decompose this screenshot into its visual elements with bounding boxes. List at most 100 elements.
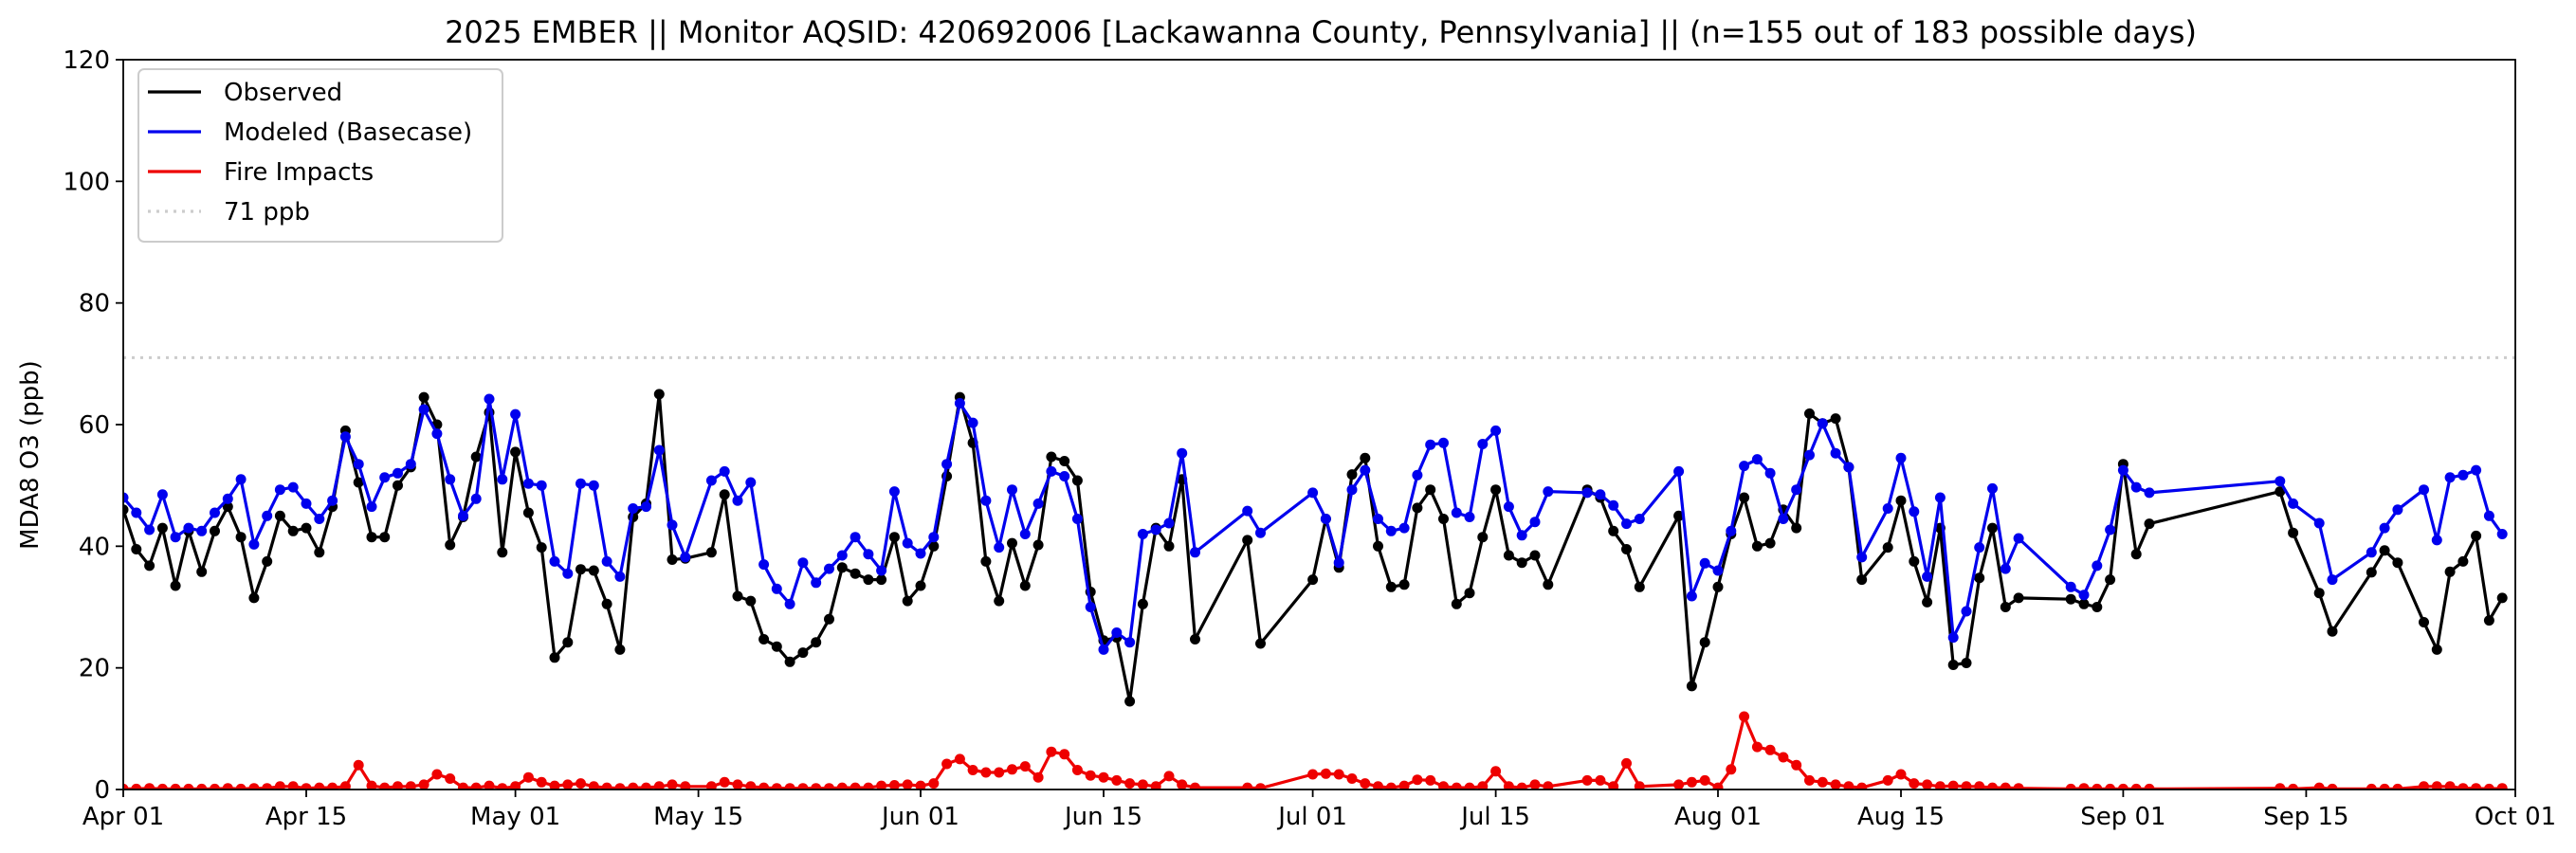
data-point-2-113 [1739,711,1750,722]
legend: Observed Modeled (Basecase) Fire Impacts 71… [137,68,503,243]
data-point-1-48 [758,559,770,571]
data-point-1-7 [210,507,220,518]
data-point-1-53 [824,563,834,574]
data-point-2-98 [1490,766,1502,777]
data-point-2-24 [431,769,443,780]
data-point-2-2 [144,783,155,789]
data-point-0-30 [510,446,521,458]
data-point-2-13 [287,781,299,789]
data-point-2-44 [705,781,717,789]
data-point-2-95 [1451,782,1462,789]
data-point-2-103 [1581,774,1593,786]
data-point-0-115 [1764,537,1776,549]
data-point-2-23 [418,779,429,789]
data-point-1-56 [863,549,874,560]
data-point-0-34 [562,637,574,648]
x-tick-label-4: Jun 01 [880,803,959,831]
y-tick-label-1: 20 [79,655,110,683]
data-point-1-131 [1987,482,1998,494]
data-point-2-128 [1947,780,1959,789]
data-point-1-144 [2327,574,2338,586]
data-point-1-122 [1856,552,1868,563]
data-point-0-70 [1046,451,1057,463]
data-point-0-145 [2366,567,2377,578]
data-point-0-82 [1242,535,1253,546]
data-point-1-18 [353,459,364,470]
legend-label-0: Observed [224,79,342,107]
data-point-2-116 [1778,752,1789,763]
data-point-2-97 [1477,781,1489,789]
data-point-1-23 [418,404,429,415]
data-point-2-35 [575,778,586,789]
data-point-2-149 [2431,781,2442,789]
data-point-0-47 [745,595,757,607]
data-point-2-75 [1111,774,1123,786]
data-point-2-83 [1255,783,1266,789]
data-point-2-66 [994,767,1005,778]
data-point-2-94 [1438,781,1449,789]
data-point-2-34 [562,779,574,789]
y-tick-label-0: 0 [94,776,110,805]
data-point-2-139 [2130,783,2142,789]
data-point-1-15 [314,514,325,524]
data-point-1-10 [248,538,260,550]
data-point-2-40 [641,782,651,789]
data-point-0-96 [1464,588,1475,599]
data-point-2-36 [588,781,599,789]
data-point-2-38 [614,783,626,789]
data-point-2-99 [1503,781,1514,789]
data-point-1-146 [2379,522,2390,534]
data-point-1-77 [1137,529,1148,539]
data-point-1-124 [1895,452,1907,463]
data-point-0-66 [994,595,1005,607]
data-point-2-122 [1856,782,1868,789]
data-point-0-102 [1543,579,1554,590]
y-tick-label-5: 100 [63,168,110,196]
data-point-1-105 [1608,499,1619,511]
data-point-1-70 [1046,465,1057,477]
data-point-1-121 [1843,462,1854,473]
data-point-0-153 [2483,615,2494,626]
data-point-2-120 [1830,779,1841,789]
data-point-2-65 [980,767,992,778]
data-point-1-110 [1699,557,1710,569]
data-point-2-118 [1804,774,1815,786]
data-point-1-50 [784,598,795,609]
data-point-2-18 [353,759,364,771]
data-point-2-69 [1032,771,1044,783]
data-point-0-87 [1346,469,1358,481]
data-point-2-12 [274,781,285,789]
data-point-0-49 [771,641,782,652]
data-point-2-92 [1412,774,1423,786]
data-point-0-9 [235,532,247,543]
data-point-2-138 [2117,783,2128,789]
data-point-2-119 [1817,776,1828,788]
data-point-1-97 [1477,439,1489,449]
data-point-1-109 [1686,590,1697,602]
data-point-0-65 [980,555,992,567]
data-point-2-81 [1190,782,1200,789]
data-point-0-36 [588,565,599,576]
data-point-1-154 [2496,529,2508,539]
data-point-2-43 [680,781,691,789]
data-point-1-106 [1621,518,1632,530]
data-point-0-118 [1804,408,1815,419]
data-point-0-52 [811,637,822,648]
legend-label-2: Fire Impacts [224,158,374,187]
data-point-2-88 [1360,778,1371,789]
data-point-0-139 [2130,549,2142,560]
data-point-2-28 [484,780,495,789]
data-point-1-98 [1490,425,1502,436]
data-point-0-143 [2313,588,2325,599]
data-point-0-11 [262,555,273,567]
x-tick-label-5: Jun 15 [1063,803,1142,831]
data-point-1-152 [2471,464,2482,476]
data-point-1-73 [1085,602,1096,612]
data-point-1-47 [745,477,757,488]
data-point-0-4 [170,580,181,591]
data-point-2-54 [836,782,848,789]
data-point-1-13 [287,481,299,493]
data-point-2-126 [1922,779,1933,789]
data-point-1-58 [888,486,900,498]
